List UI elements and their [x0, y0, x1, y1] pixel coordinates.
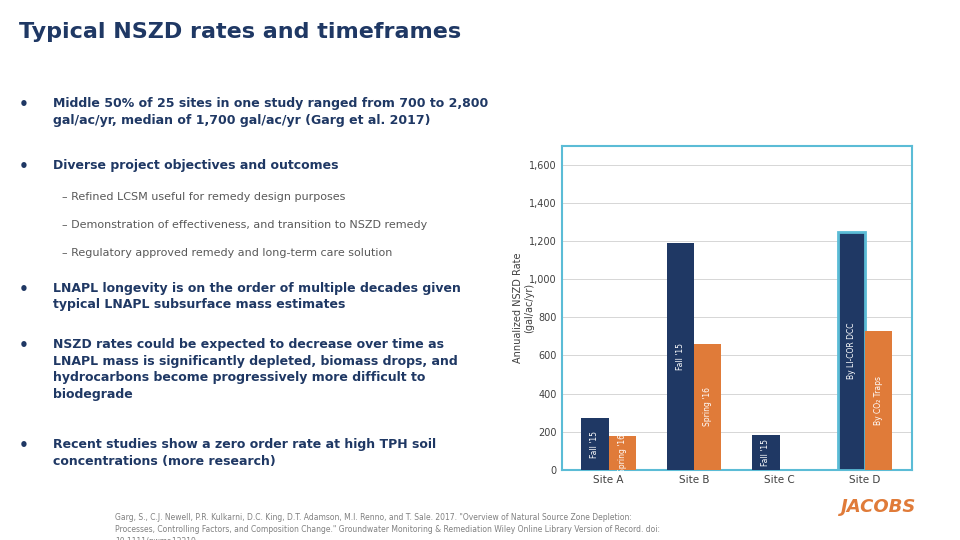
Text: – Refined LCSM useful for remedy design purposes: – Refined LCSM useful for remedy design … [62, 192, 346, 202]
Text: Fall '15: Fall '15 [761, 438, 770, 465]
Text: Middle 50% of 25 sites in one study ranged from 700 to 2,800
gal/ac/yr, median o: Middle 50% of 25 sites in one study rang… [53, 97, 488, 127]
Bar [838, 232, 865, 470]
Text: Spring '16: Spring '16 [704, 387, 712, 427]
Bar [666, 243, 694, 470]
Bar [694, 344, 721, 470]
Y-axis label: Annualized NSZD Rate
(gal/ac/yr): Annualized NSZD Rate (gal/ac/yr) [513, 253, 534, 363]
Text: Garg, S., C.J. Newell, P.R. Kulkarni, D.C. King, D.T. Adamson, M.I. Renno, and T: Garg, S., C.J. Newell, P.R. Kulkarni, D.… [115, 513, 660, 540]
Bar [581, 418, 609, 470]
Text: Diverse project objectives and outcomes: Diverse project objectives and outcomes [53, 159, 338, 172]
Text: By CO₂ Traps: By CO₂ Traps [875, 376, 883, 425]
Text: JACOBS: JACOBS [841, 498, 917, 516]
Text: •: • [19, 159, 29, 174]
Text: Fall '15: Fall '15 [676, 343, 684, 370]
Text: •: • [19, 97, 29, 112]
Text: By LI-COR DCC: By LI-COR DCC [847, 322, 855, 379]
Text: – Regulatory approved remedy and long-term care solution: – Regulatory approved remedy and long-te… [62, 248, 393, 258]
Text: – Demonstration of effectiveness, and transition to NSZD remedy: – Demonstration of effectiveness, and tr… [62, 220, 427, 231]
Text: •: • [19, 339, 29, 353]
Text: Recent studies show a zero order rate at high TPH soil
concentrations (more rese: Recent studies show a zero order rate at… [53, 438, 436, 468]
Bar [865, 330, 893, 470]
Text: •: • [19, 438, 29, 453]
Text: Typical NSZD rates and timeframes: Typical NSZD rates and timeframes [19, 22, 462, 42]
Text: LNAPL longevity is on the order of multiple decades given
typical LNAPL subsurfa: LNAPL longevity is on the order of multi… [53, 282, 461, 311]
Bar [609, 436, 636, 470]
Text: Spring '16: Spring '16 [618, 434, 627, 472]
Text: NSZD rates could be expected to decrease over time as
LNAPL mass is significantl: NSZD rates could be expected to decrease… [53, 339, 458, 401]
Text: Fall '15: Fall '15 [590, 430, 599, 457]
Bar [753, 435, 780, 470]
Text: •: • [19, 282, 29, 296]
